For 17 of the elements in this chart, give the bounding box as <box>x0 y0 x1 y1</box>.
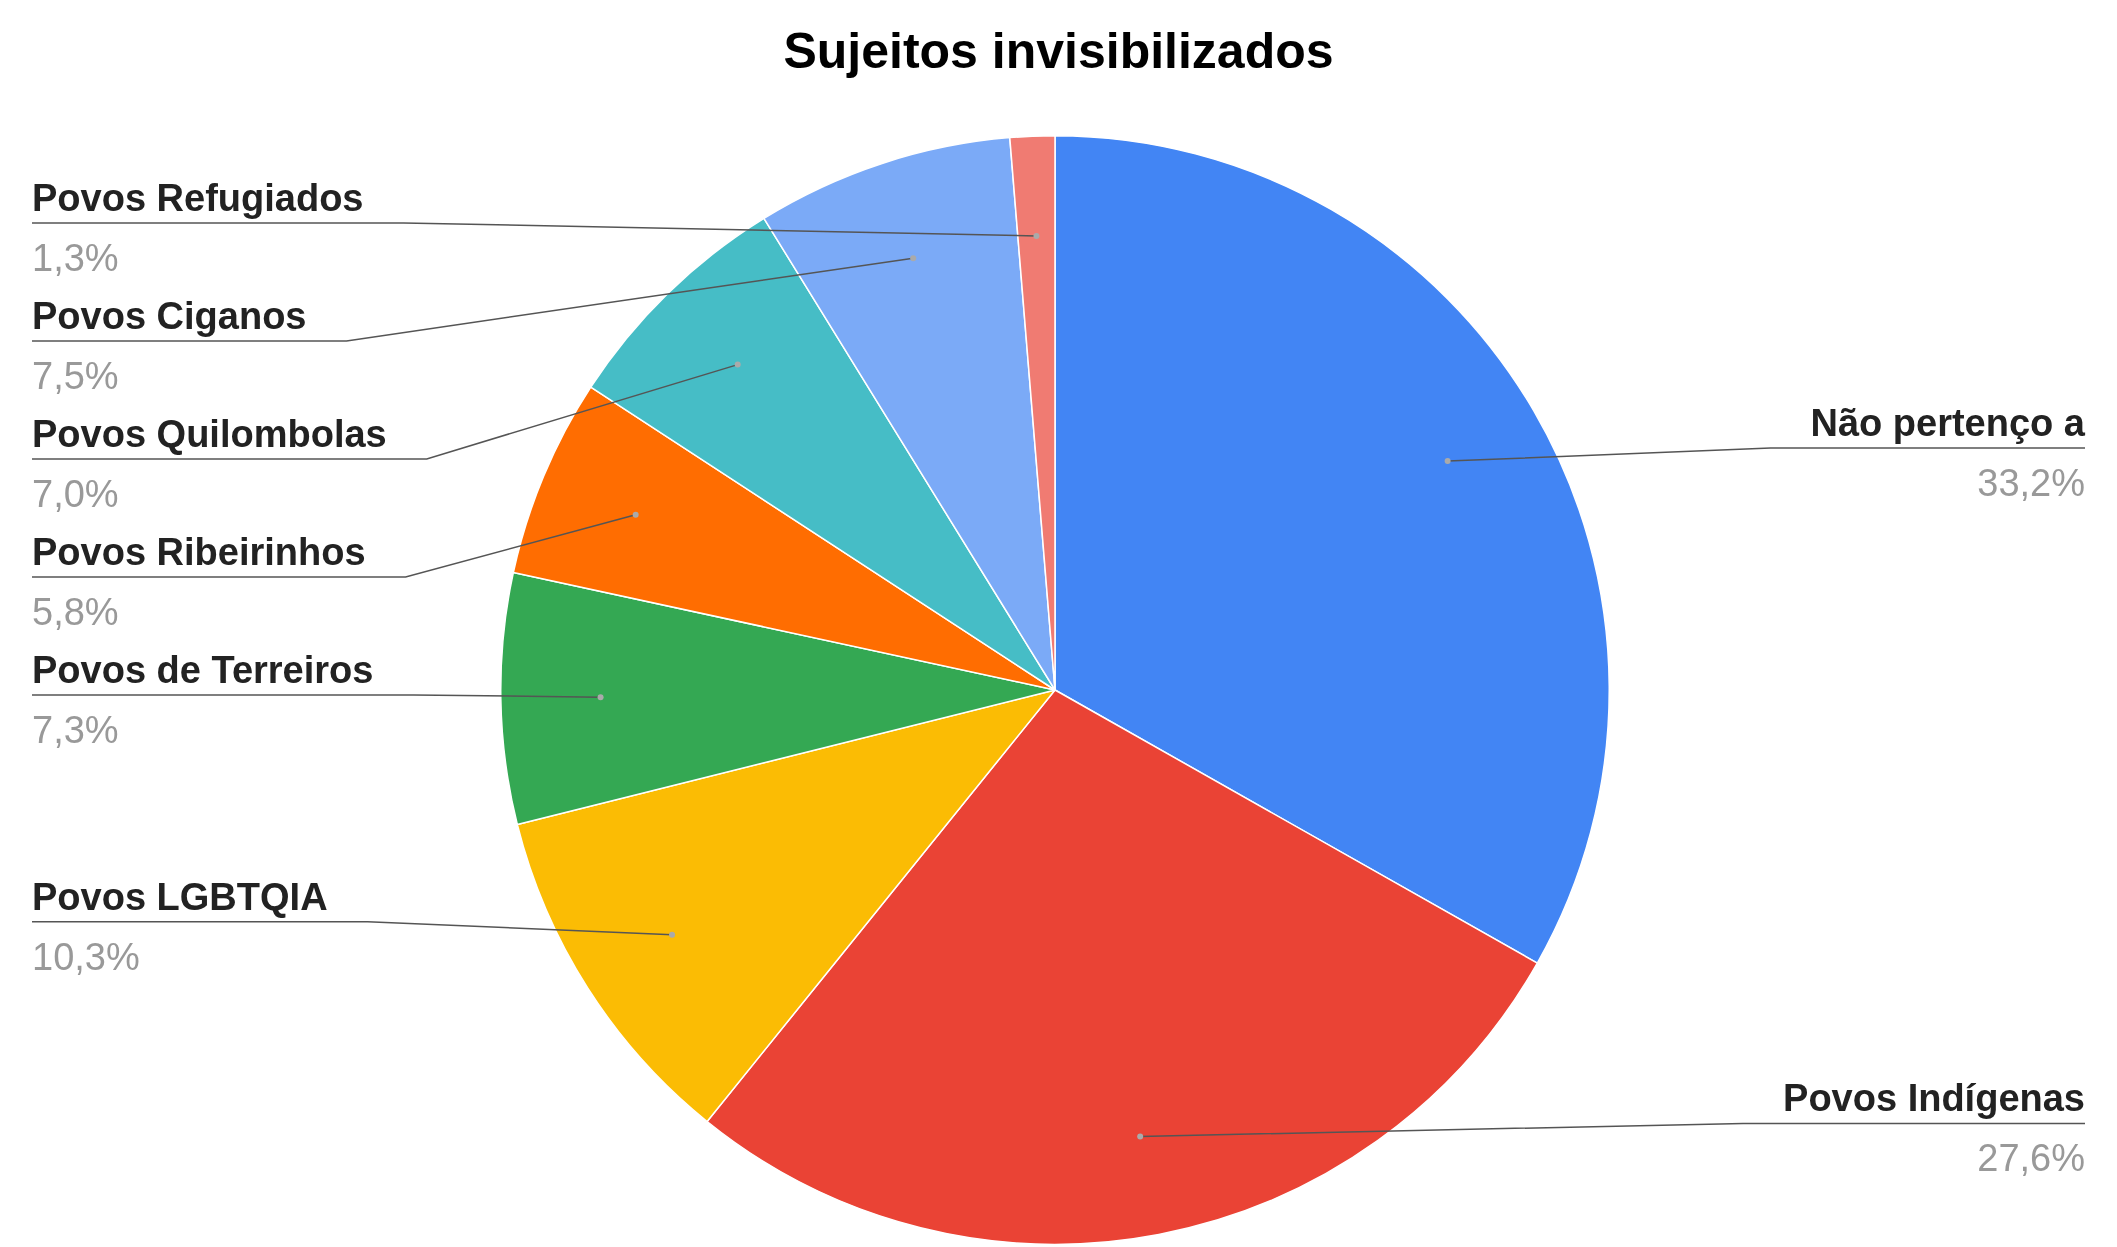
slice-label: Povos Indígenas <box>1783 1077 2085 1120</box>
data-label: 7,0% <box>32 472 119 515</box>
data-label: 27,6% <box>1977 1137 2085 1180</box>
data-label: 1,3% <box>32 236 119 279</box>
slice-label: Não pertenço a <box>1810 402 2086 445</box>
slice-label: Povos Ribeirinhos <box>32 530 366 573</box>
slice-label: Povos Quilombolas <box>32 412 387 455</box>
data-label: 5,8% <box>32 590 119 633</box>
data-label: 10,3% <box>32 935 140 978</box>
slice-label: Povos Refugiados <box>32 176 364 219</box>
data-label: 33,2% <box>1977 462 2085 505</box>
chart-title: Sujeitos invisibilizados <box>782 22 1335 80</box>
slice-label: Povos Ciganos <box>32 294 307 337</box>
data-label: 7,3% <box>32 708 119 751</box>
slice-label: Povos LGBTQIA <box>32 875 328 918</box>
slice-label: Povos de Terreiros <box>32 648 374 691</box>
data-label: 7,5% <box>32 354 119 397</box>
